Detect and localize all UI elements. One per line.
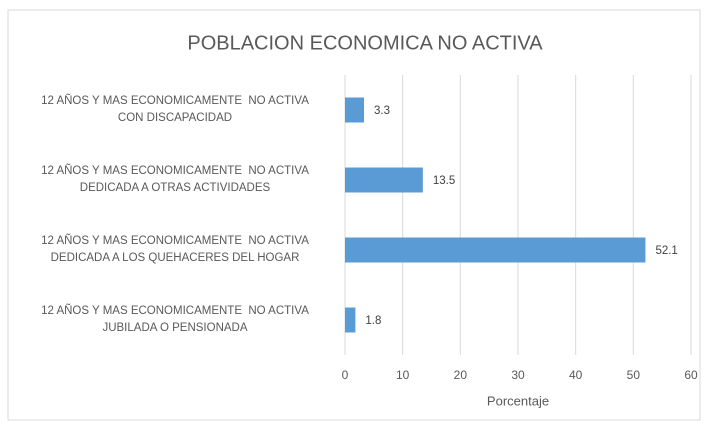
bar — [345, 97, 365, 123]
data-label: 13.5 — [433, 175, 455, 187]
data-label: 1.8 — [365, 315, 381, 327]
x-axis-title: Porcentaje — [487, 393, 549, 408]
y-tick-label: 12 AÑOS Y MAS ECONOMICAMENTE NO ACTIVA C… — [41, 95, 309, 124]
data-label: 52.1 — [655, 245, 677, 257]
bar — [345, 167, 423, 193]
x-tick-label: 60 — [684, 368, 698, 382]
x-tick-label: 0 — [342, 368, 349, 382]
bar — [345, 237, 646, 263]
data-label: 3.3 — [374, 105, 390, 117]
x-tick-label: 20 — [454, 368, 468, 382]
bar — [345, 307, 356, 333]
y-tick-label: 12 AÑOS Y MAS ECONOMICAMENTE NO ACTIVA J… — [41, 305, 309, 334]
y-tick-label: 12 AÑOS Y MAS ECONOMICAMENTE NO ACTIVA D… — [41, 165, 309, 194]
x-tick-label: 10 — [396, 368, 410, 382]
chart-title: POBLACION ECONOMICA NO ACTIVA — [187, 32, 543, 54]
x-tick-label: 30 — [511, 368, 525, 382]
chart-border — [7, 9, 701, 421]
x-tick-label: 50 — [627, 368, 641, 382]
x-tick-label: 40 — [569, 368, 583, 382]
y-tick-label: 12 AÑOS Y MAS ECONOMICAMENTE NO ACTIVA D… — [41, 235, 309, 264]
